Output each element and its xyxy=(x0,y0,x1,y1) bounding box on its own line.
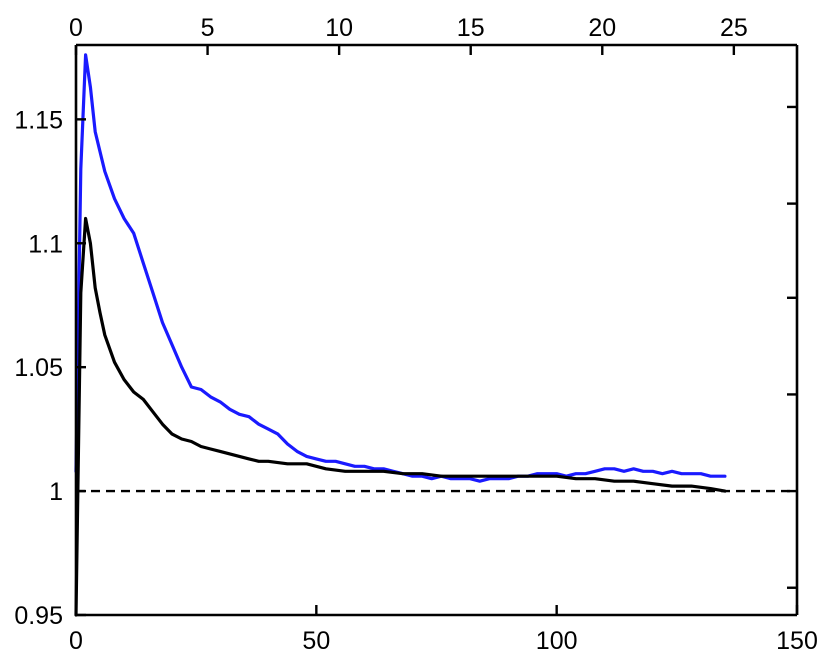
y-tick-label-0: 0.95 xyxy=(14,602,63,630)
x-tick-label-top-4: 20 xyxy=(588,14,616,42)
y-tick-label-4: 1.15 xyxy=(14,106,63,134)
series-line-1 xyxy=(74,216,727,617)
x-tick-label-bottom-2: 100 xyxy=(536,627,578,655)
x-tick-label-top-0: 0 xyxy=(69,14,83,42)
x-tick-label-top-3: 15 xyxy=(457,14,485,42)
y-tick-label-3: 1.1 xyxy=(28,230,63,258)
x-tick-label-bottom-0: 0 xyxy=(69,627,83,655)
axes-layer xyxy=(74,43,799,617)
series-layer xyxy=(74,53,727,617)
tick-labels-layer: 0 50 100 150 0 5 10 15 20 25 0.95 1 1.05 1.1 1.15 xyxy=(14,14,818,655)
x-tick-label-top-2: 10 xyxy=(325,14,353,42)
x-tick-label-top-1: 5 xyxy=(201,14,215,42)
series-line-0 xyxy=(74,53,727,483)
x-tick-label-bottom-3: 150 xyxy=(776,627,818,655)
y-tick-label-1: 1 xyxy=(49,478,63,506)
y-tick-label-2: 1.05 xyxy=(14,354,63,382)
x-tick-label-bottom-1: 50 xyxy=(302,627,330,655)
x-tick-label-top-5: 25 xyxy=(720,14,748,42)
ticks-layer xyxy=(74,45,799,617)
